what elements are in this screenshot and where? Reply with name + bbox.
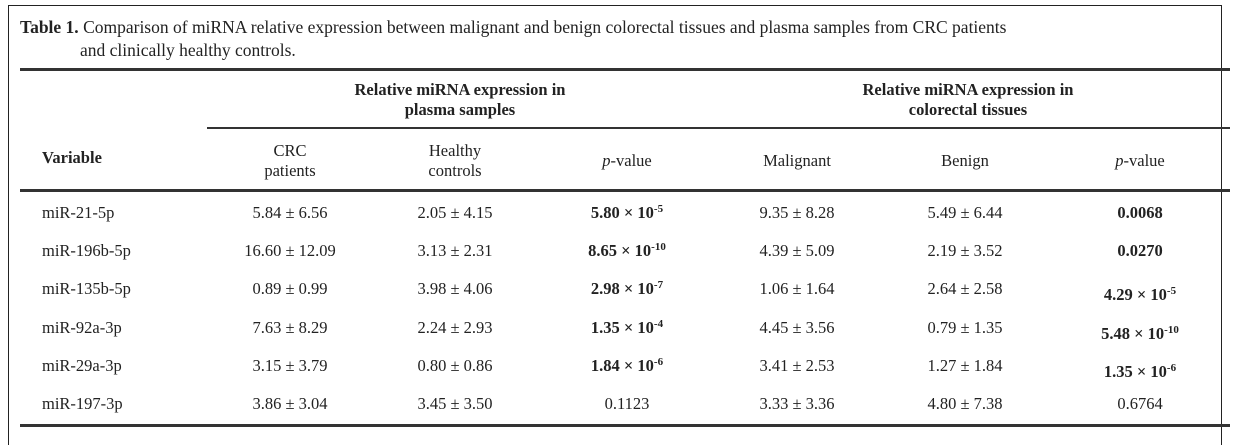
pvalue-mantissa: 2.98 × 10 <box>590 279 654 298</box>
caption-text-line2: and clinically healthy controls. <box>80 40 296 60</box>
crc-line2: patients <box>264 161 316 180</box>
pvalue-exponent: -10 <box>1164 324 1179 336</box>
bottom-rule <box>20 424 1230 427</box>
document-frame <box>8 5 1222 445</box>
header-healthy: Healthy controls <box>428 141 481 181</box>
pvalue-mantissa: 5.80 × 10 <box>590 203 654 222</box>
cell-crc: 0.89 ± 0.99 <box>252 279 328 298</box>
cell-p-tissue: 1.35 × 10-6 <box>1104 362 1176 382</box>
cell-crc: 7.63 ± 8.29 <box>252 318 328 337</box>
pvalue-mantissa: 0.1123 <box>604 394 650 413</box>
header-bottom-rule <box>20 189 1230 192</box>
pvalue-exponent: -5 <box>1166 285 1177 297</box>
cell-malignant: 9.35 ± 8.28 <box>759 203 835 222</box>
cell-healthy: 2.24 ± 2.93 <box>417 318 493 337</box>
cell-malignant: 4.39 ± 5.09 <box>759 241 835 260</box>
cell-variable: miR-21-5p <box>42 203 115 222</box>
cell-p-tissue: 0.0270 <box>1117 241 1162 261</box>
pvalue-mantissa: 1.84 × 10 <box>590 356 654 375</box>
header-group-plasma: Relative miRNA expression in plasma samp… <box>355 80 566 120</box>
cell-malignant: 1.06 ± 1.64 <box>759 279 835 298</box>
cell-benign: 4.80 ± 7.38 <box>927 394 1003 413</box>
cell-healthy: 0.80 ± 0.86 <box>417 356 493 375</box>
header-pvalue-plasma: p-value <box>602 151 651 171</box>
pvalue-mantissa: 1.35 × 10 <box>1103 362 1167 381</box>
cell-p-tissue: 0.6764 <box>1117 394 1162 414</box>
healthy-line1: Healthy <box>428 141 482 160</box>
healthy-line2: controls <box>428 161 482 180</box>
cell-healthy: 3.13 ± 2.31 <box>417 241 493 260</box>
header-benign: Benign <box>941 151 989 170</box>
cell-crc: 16.60 ± 12.09 <box>244 241 336 260</box>
header-pvalue-tissue: p-value <box>1115 151 1164 171</box>
p-italic: p <box>602 151 611 170</box>
cell-variable: miR-196b-5p <box>42 241 131 260</box>
cell-variable: miR-197-3p <box>42 394 123 413</box>
cell-p-tissue: 4.29 × 10-5 <box>1104 285 1176 305</box>
cell-benign: 2.19 ± 3.52 <box>927 241 1003 260</box>
header-malignant: Malignant <box>763 151 831 170</box>
pvalue-exponent: -10 <box>651 241 666 253</box>
pvalue-exponent: -5 <box>653 203 664 215</box>
caption-text: Comparison of miRNA relative expression … <box>83 17 1007 37</box>
pvalue-mantissa: 0.0270 <box>1117 241 1163 260</box>
cell-p-plasma: 8.65 × 10-10 <box>588 241 666 261</box>
group-tissue-line1: Relative miRNA expression in <box>862 80 1074 99</box>
pvalue-mantissa: 8.65 × 10 <box>588 241 652 260</box>
header-group-tissue: Relative miRNA expression in colorectal … <box>863 80 1074 120</box>
cell-benign: 1.27 ± 1.84 <box>927 356 1003 375</box>
cell-benign: 5.49 ± 6.44 <box>927 203 1003 222</box>
top-rule <box>20 68 1230 71</box>
cell-p-tissue: 5.48 × 10-10 <box>1101 324 1179 344</box>
cell-variable: miR-92a-3p <box>42 318 122 337</box>
cell-variable: miR-135b-5p <box>42 279 131 298</box>
pvalue-exponent: -4 <box>653 318 664 330</box>
cell-p-plasma: 2.98 × 10-7 <box>591 279 663 299</box>
cell-healthy: 3.98 ± 4.06 <box>417 279 493 298</box>
cell-healthy: 3.45 ± 3.50 <box>417 394 493 413</box>
cell-healthy: 2.05 ± 4.15 <box>417 203 493 222</box>
header-crc: CRC patients <box>264 141 315 181</box>
pvalue-mantissa: 1.35 × 10 <box>590 318 654 337</box>
cell-p-tissue: 0.0068 <box>1117 203 1162 223</box>
group-plasma-line2: plasma samples <box>404 100 516 119</box>
caption-label: Table 1. <box>20 17 79 37</box>
pvalue-mantissa: 0.0068 <box>1117 203 1163 222</box>
cell-crc: 3.15 ± 3.79 <box>252 356 328 375</box>
pvalue-exponent: -6 <box>1166 362 1177 374</box>
cell-p-plasma: 1.35 × 10-4 <box>591 318 663 338</box>
pvalue-exponent: -6 <box>653 356 664 368</box>
cell-malignant: 4.45 ± 3.56 <box>759 318 835 337</box>
pvalue-exponent: -7 <box>653 279 664 291</box>
cell-malignant: 3.33 ± 3.36 <box>759 394 835 413</box>
group-rule <box>207 127 1230 129</box>
pvalue-mantissa: 0.6764 <box>1117 394 1163 413</box>
pvalue-rest: -value <box>1123 151 1165 170</box>
pvalue-mantissa: 4.29 × 10 <box>1103 285 1167 304</box>
cell-p-plasma: 5.80 × 10-5 <box>591 203 663 223</box>
cell-malignant: 3.41 ± 2.53 <box>759 356 835 375</box>
cell-variable: miR-29a-3p <box>42 356 122 375</box>
cell-crc: 5.84 ± 6.56 <box>252 203 328 222</box>
group-tissue-line2: colorectal tissues <box>908 100 1028 119</box>
group-plasma-line1: Relative miRNA expression in <box>354 80 566 99</box>
table-caption: Table 1. Comparison of miRNA relative ex… <box>20 16 1230 62</box>
header-variable: Variable <box>42 148 102 167</box>
cell-p-plasma: 1.84 × 10-6 <box>591 356 663 376</box>
pvalue-rest: -value <box>610 151 652 170</box>
cell-crc: 3.86 ± 3.04 <box>252 394 328 413</box>
p-italic: p <box>1115 151 1124 170</box>
cell-benign: 2.64 ± 2.58 <box>927 279 1003 298</box>
crc-line1: CRC <box>273 141 307 160</box>
cell-p-plasma: 0.1123 <box>605 394 650 414</box>
pvalue-mantissa: 5.48 × 10 <box>1101 324 1165 343</box>
cell-benign: 0.79 ± 1.35 <box>927 318 1003 337</box>
